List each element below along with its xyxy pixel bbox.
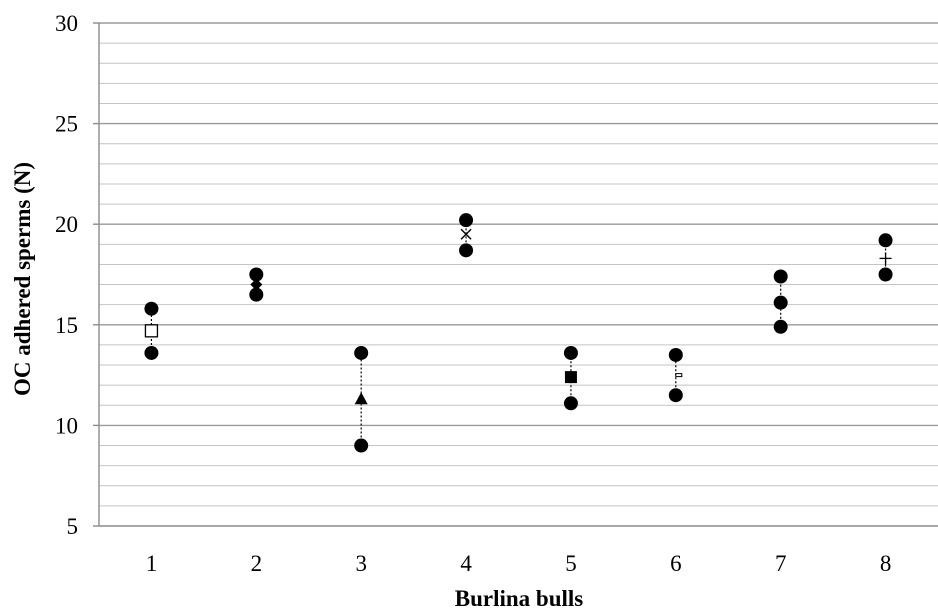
circle-marker xyxy=(563,396,578,411)
triangle-marker xyxy=(354,392,368,405)
tick-labels: 5 10 15 20 25 30 1 2 3 4 5 6 7 8 xyxy=(55,11,891,576)
y-axis-title: OC adhered sperms (N) xyxy=(10,162,35,396)
circle-marker xyxy=(144,345,159,360)
circle-marker xyxy=(354,438,369,453)
x-tick-label: 3 xyxy=(355,551,367,576)
dash-marker xyxy=(675,373,683,378)
circle-marker xyxy=(563,345,578,360)
data-points xyxy=(144,213,893,453)
circle-marker xyxy=(878,267,893,282)
diamond-marker xyxy=(250,278,263,291)
x-marker-stroke xyxy=(460,228,472,240)
grid-lines xyxy=(99,22,938,507)
y-tick-label: 30 xyxy=(55,11,78,36)
x-tick-label: 7 xyxy=(775,551,787,576)
circle-marker xyxy=(668,388,683,403)
circle-marker xyxy=(773,319,788,334)
y-tick-label: 15 xyxy=(55,313,78,338)
range-lines xyxy=(150,220,887,446)
circle-marker xyxy=(878,233,893,248)
x-tick-label: 4 xyxy=(460,551,472,576)
filled-square-marker xyxy=(564,371,577,384)
circle-marker xyxy=(144,301,159,316)
circle-marker xyxy=(773,295,788,310)
circle-marker xyxy=(773,269,788,284)
y-tick-label: 25 xyxy=(55,112,78,137)
x-tick-label: 8 xyxy=(880,551,892,576)
x-tick-label: 2 xyxy=(251,551,263,576)
x-tick-label: 1 xyxy=(146,551,158,576)
x-marker xyxy=(460,228,472,240)
circle-marker xyxy=(668,347,683,362)
plus-marker xyxy=(879,252,892,265)
x-tick-label: 5 xyxy=(565,551,577,576)
circle-marker xyxy=(459,243,474,258)
y-tick-label: 10 xyxy=(55,413,78,438)
x-axis-title: Burlina bulls xyxy=(455,586,584,611)
open-square-marker xyxy=(144,324,159,338)
circle-marker xyxy=(354,345,369,360)
axes xyxy=(93,22,938,527)
y-tick-label: 20 xyxy=(55,212,78,237)
x-tick-label: 6 xyxy=(670,551,682,576)
circle-marker xyxy=(249,287,264,302)
circle-marker xyxy=(249,267,264,282)
y-tick-label: 5 xyxy=(67,514,79,539)
circle-marker xyxy=(459,213,474,228)
